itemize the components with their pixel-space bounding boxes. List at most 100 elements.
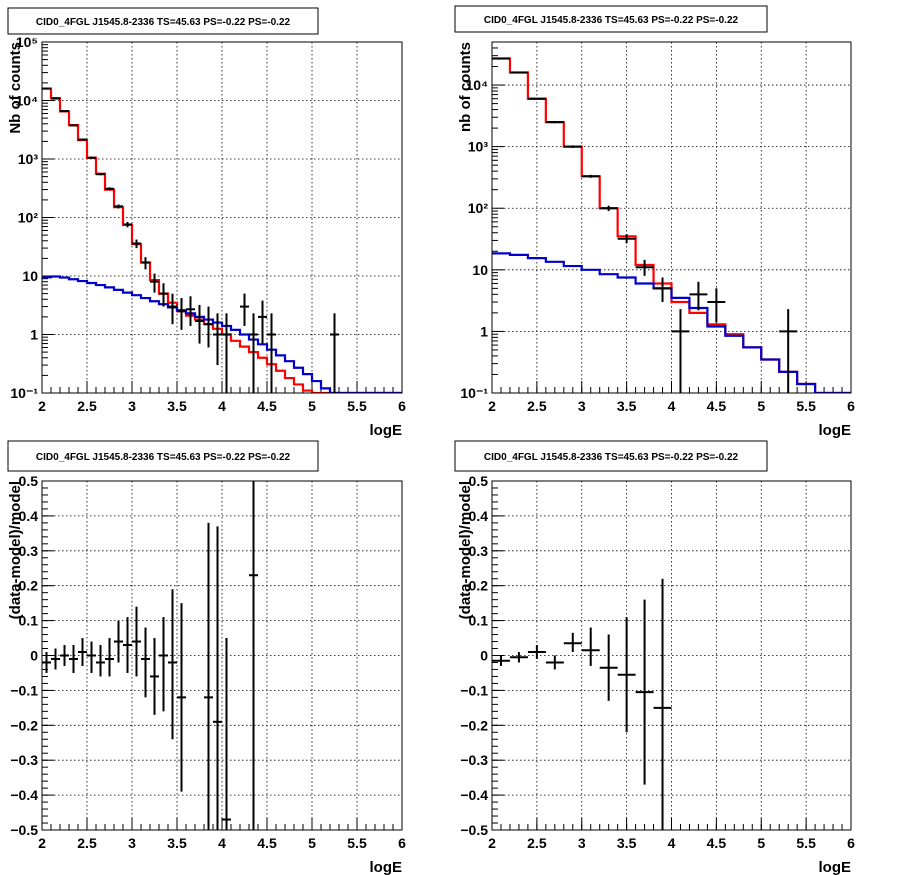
y-tick-label: 0.3	[19, 543, 39, 559]
plot-frame	[491, 41, 852, 394]
y-tick-label: 0	[30, 648, 38, 664]
y-tick-label: −0.5	[460, 822, 488, 838]
y-tick-label: −0.1	[10, 682, 38, 698]
title-box	[7, 7, 319, 35]
x-tick-label: 5.5	[796, 398, 816, 414]
x-tick-label: 4.5	[257, 398, 277, 414]
y-tick-label: 1	[30, 327, 38, 343]
y-tick-label: −0.4	[460, 787, 488, 803]
x-tick-label: 5	[308, 398, 316, 414]
x-tick-label: 4	[218, 398, 226, 414]
title-box	[7, 440, 319, 472]
x-tick-label: 6	[398, 835, 406, 851]
x-tick-label: 5.5	[796, 835, 816, 851]
x-tick-label: 2	[488, 398, 496, 414]
y-tick-label: 10⁴	[466, 77, 489, 93]
y-tick-label: −0.1	[460, 682, 488, 698]
x-tick-label: 5.5	[347, 835, 367, 851]
y-axis-label: Nb of counts	[7, 42, 24, 134]
y-tick-label: 10²	[18, 210, 39, 226]
x-tick-label: 5.5	[347, 398, 367, 414]
x-tick-label: 3.5	[167, 398, 187, 414]
x-tick-label: 4.5	[707, 835, 727, 851]
y-tick-label: −0.2	[460, 717, 488, 733]
y-tick-label: 0.2	[19, 578, 39, 594]
x-tick-label: 2.5	[77, 835, 97, 851]
x-tick-label: 5	[757, 835, 765, 851]
x-tick-label: 3.5	[617, 398, 637, 414]
y-tick-label: −0.3	[10, 752, 38, 768]
y-tick-label: 0.4	[469, 508, 489, 524]
model-background-histogram	[42, 275, 402, 393]
title-box	[454, 5, 768, 33]
y-tick-label: −0.4	[10, 787, 38, 803]
x-tick-label: 2.5	[527, 835, 547, 851]
x-tick-label: 3.5	[617, 835, 637, 851]
x-tick-label: 4.5	[257, 835, 277, 851]
y-tick-label: 10	[22, 268, 38, 284]
plot-frame	[41, 480, 403, 831]
plot-frame	[41, 41, 403, 394]
title-box	[454, 440, 768, 472]
y-tick-label: 0.5	[19, 473, 39, 489]
y-tick-label: 10⁵	[16, 34, 38, 50]
plot-frame	[491, 480, 852, 831]
x-axis-label: logE	[370, 859, 403, 875]
y-tick-label: 10⁻¹	[460, 385, 488, 401]
x-tick-label: 2	[488, 835, 496, 851]
x-tick-label: 3	[128, 398, 136, 414]
x-tick-label: 3	[578, 835, 586, 851]
y-tick-label: 0	[480, 648, 488, 664]
y-tick-label: 10³	[18, 151, 39, 167]
y-tick-label: −0.3	[460, 752, 488, 768]
y-tick-label: 10	[472, 262, 488, 278]
x-tick-label: 3	[578, 398, 586, 414]
y-tick-label: 0.1	[469, 613, 489, 629]
y-tick-label: 10³	[468, 139, 489, 155]
y-tick-label: 0.4	[19, 508, 39, 524]
x-tick-label: 4	[668, 835, 676, 851]
chart-pane-1: 2 2.5 3 3.5 4 4.5 5 5.5 6 10⁻¹ 1 10 10² 10³ 10⁴ 10⁵ logE…	[7, 7, 406, 439]
x-axis-label: logE	[819, 422, 852, 439]
chart-pane-2: 2 2.5 3 3.5 4 4.5 5 5.5 6 10⁻¹ 1 10 10² 10³ 10⁴ logE nb …	[454, 5, 855, 439]
x-tick-label: 2	[38, 835, 46, 851]
y-tick-label: 0.3	[469, 543, 489, 559]
x-tick-label: 2	[38, 398, 46, 414]
chart-title: CID0_4FGL J1545.8-2336 TS=45.63 PS=-0.22…	[36, 17, 291, 28]
plot-data	[492, 57, 851, 393]
chart-pane-4: 2 2.5 3 3.5 4 4.5 5 5.5 6 −0.5 −0.4 −0.3 −0.2 −0.1 0 0.…	[454, 440, 855, 875]
y-tick-label: 10²	[468, 200, 489, 216]
plot-data	[42, 481, 258, 830]
plot-data	[42, 87, 402, 393]
y-tick-label: 0.1	[19, 613, 39, 629]
chart-pane-3: 2 2.5 3 3.5 4 4.5 5 5.5 6 −0.5 −0.4 −0.3 −0.2 −0.1 0 0.…	[7, 440, 406, 875]
x-tick-label: 5	[308, 835, 316, 851]
y-tick-label: −0.5	[10, 822, 38, 838]
y-axis-label: (data-model)/model	[7, 481, 24, 619]
x-axis-label: logE	[819, 859, 852, 875]
x-tick-label: 3.5	[167, 835, 187, 851]
plot-data	[492, 578, 672, 830]
y-tick-label: 1	[480, 323, 488, 339]
x-tick-label: 4.5	[707, 398, 727, 414]
y-axis-label: nb of counts	[457, 42, 474, 132]
y-tick-label: −0.2	[10, 717, 38, 733]
y-tick-label: 0.5	[469, 473, 489, 489]
x-tick-label: 4	[218, 835, 226, 851]
x-tick-label: 3	[128, 835, 136, 851]
x-tick-label: 2.5	[77, 398, 97, 414]
y-tick-label: 10⁻¹	[10, 385, 38, 401]
y-axis-label: (data-model)/model	[457, 481, 474, 619]
chart-title: CID0_4FGL J1545.8-2336 TS=45.63 PS=-0.22…	[484, 452, 739, 463]
y-tick-label: 10⁴	[16, 93, 39, 109]
x-tick-label: 6	[398, 398, 406, 414]
chart-title: CID0_4FGL J1545.8-2336 TS=45.63 PS=-0.22…	[36, 452, 291, 463]
x-tick-label: 5	[757, 398, 765, 414]
x-tick-label: 4	[668, 398, 676, 414]
x-tick-label: 2.5	[527, 398, 547, 414]
x-tick-label: 6	[847, 398, 855, 414]
x-tick-label: 6	[847, 835, 855, 851]
x-axis-label: logE	[370, 422, 403, 439]
y-tick-label: 0.2	[469, 578, 489, 594]
